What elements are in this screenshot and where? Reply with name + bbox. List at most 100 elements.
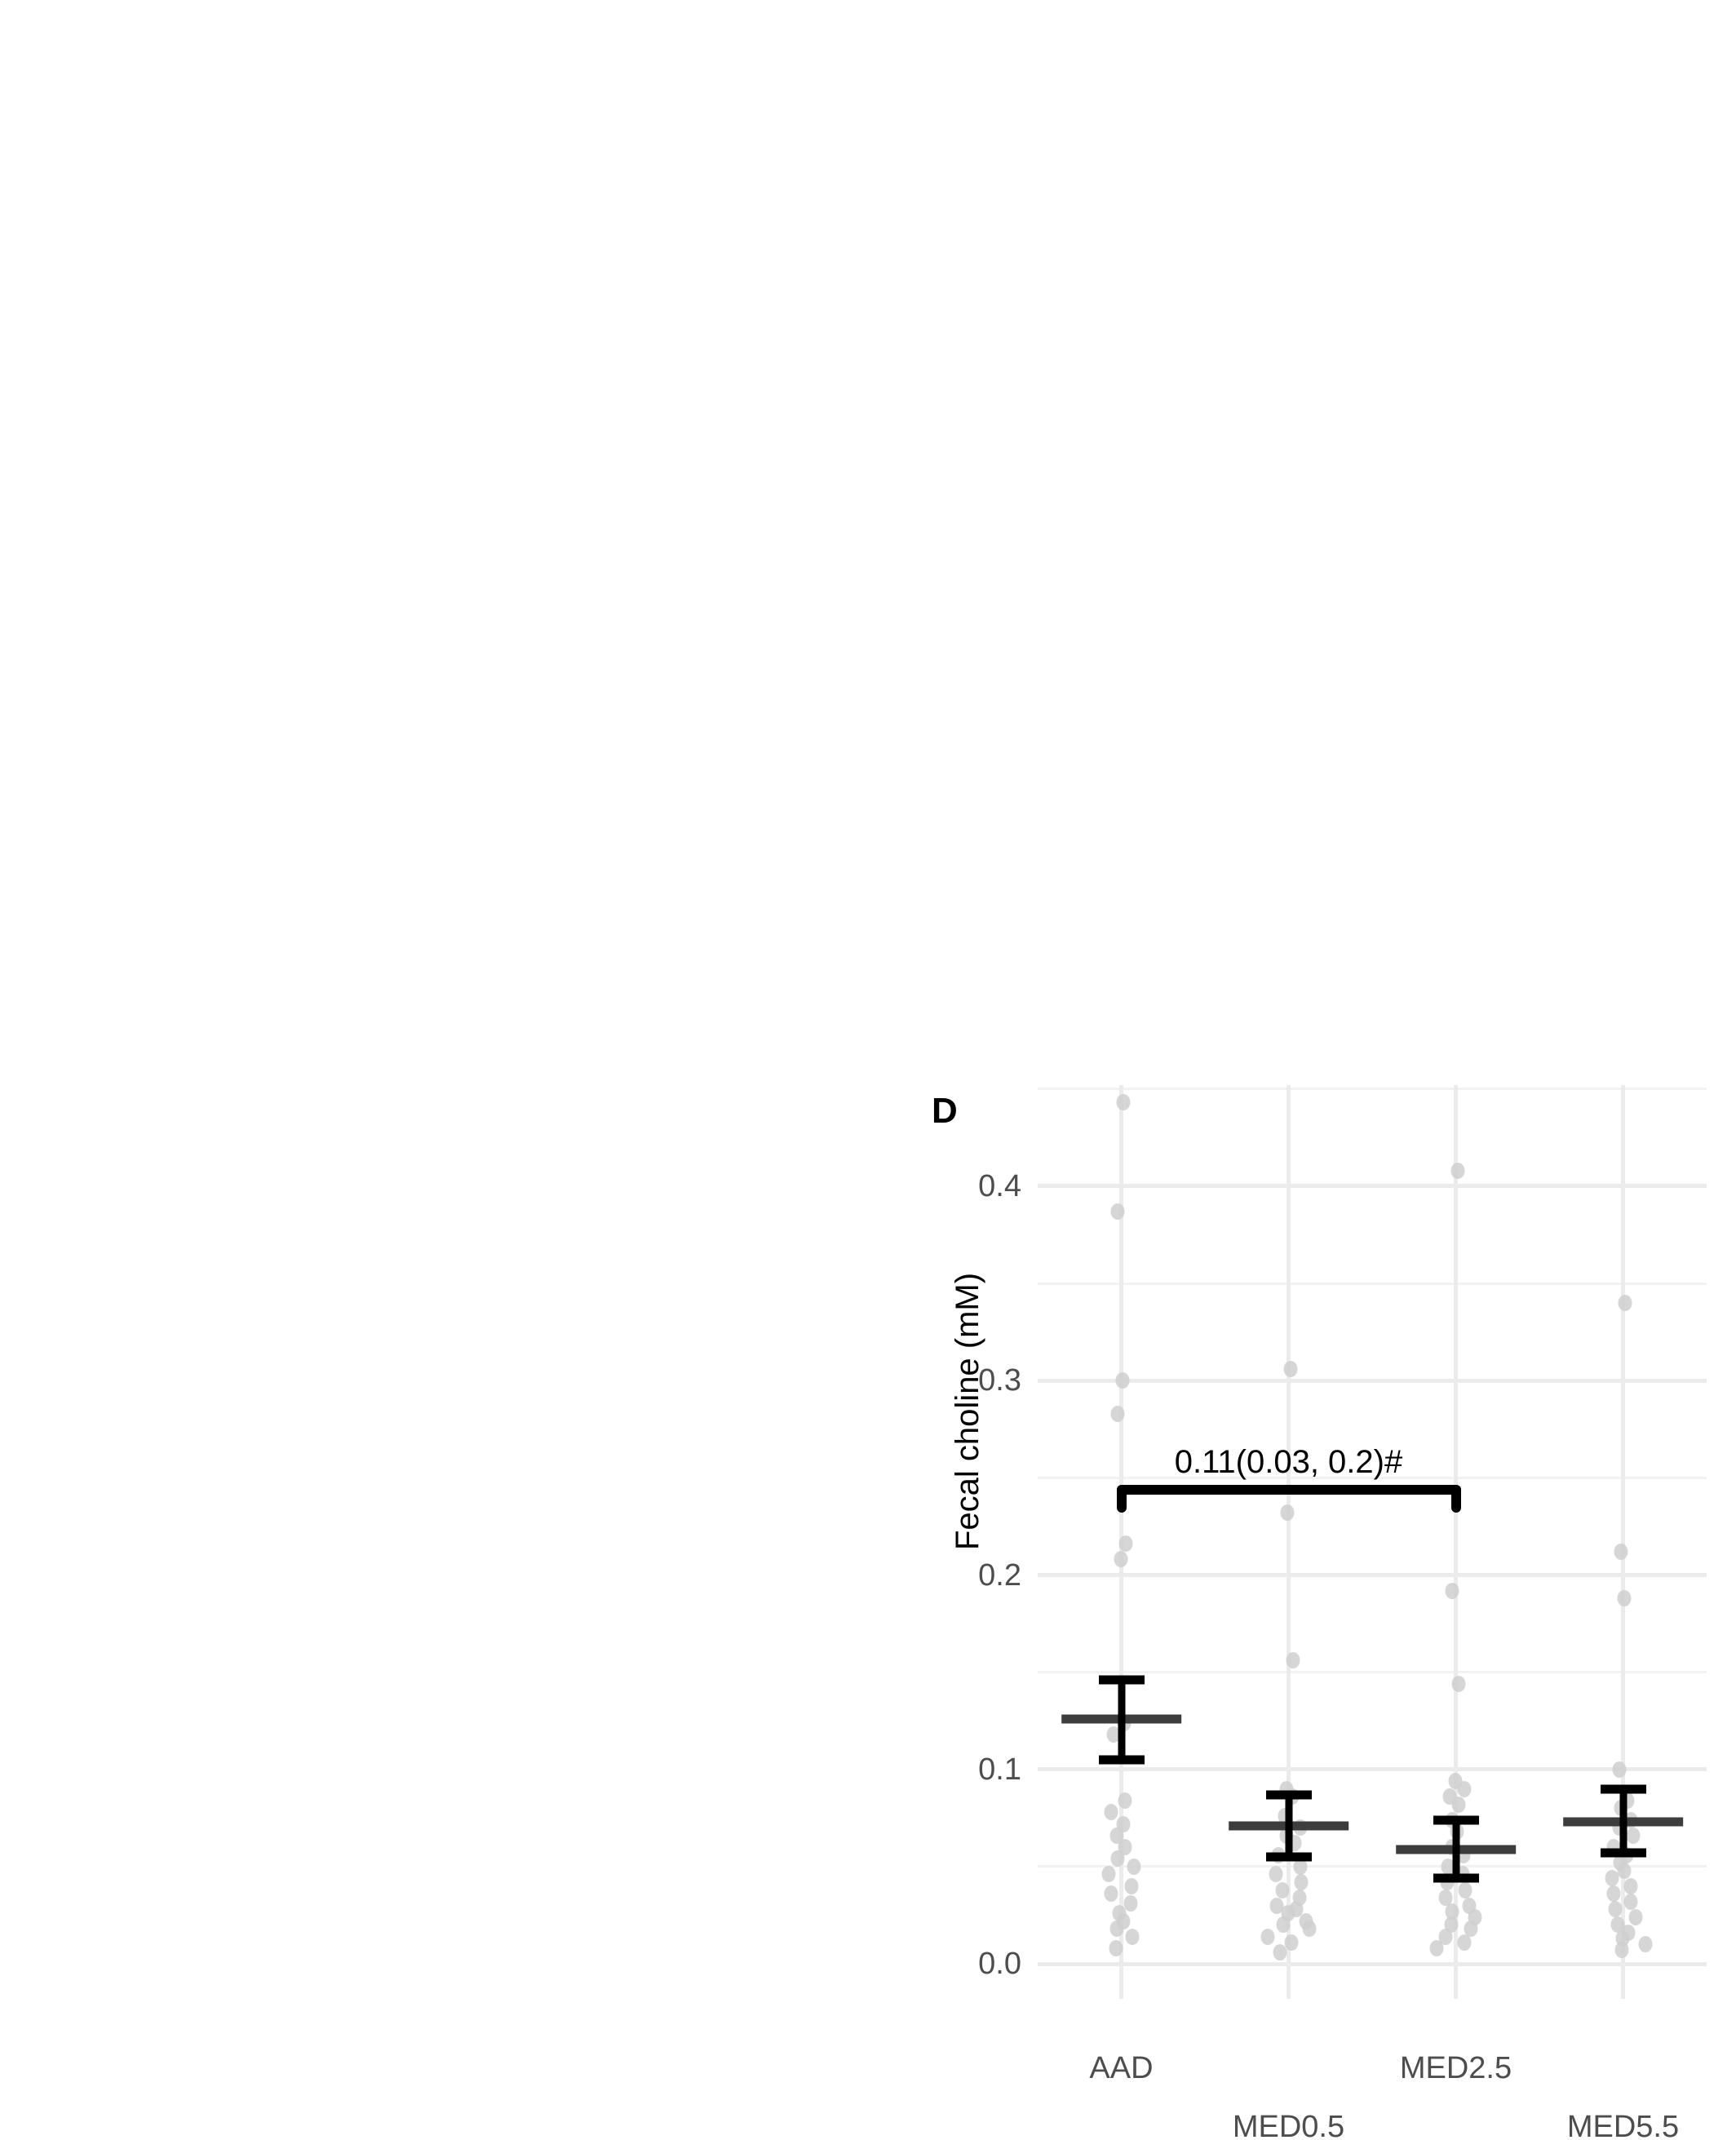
data-point [1282, 518, 1297, 535]
data-point [1613, 232, 1628, 249]
data-point [1282, 108, 1297, 125]
data-point [1453, 269, 1468, 286]
data-point [484, 1892, 498, 1909]
gridline-vertical [1621, 1085, 1625, 1999]
bracket-label: 2.04(1.18, 3.52)* [156, 193, 400, 229]
data-point [270, 466, 285, 483]
data-point [1429, 1940, 1444, 1957]
data-point [148, 1863, 163, 1881]
y-tick-label: 0 [82, 1939, 100, 1974]
error-bar-cap-upper [1433, 1815, 1479, 1825]
error-bar-cap-lower [255, 634, 301, 644]
error-bar-cap-upper [471, 538, 517, 547]
error-bar-line [166, 1701, 174, 1770]
data-point [153, 581, 168, 598]
y-tick-label: 0.1 [978, 1752, 1021, 1787]
bracket-top [165, 1413, 392, 1424]
error-bar-line [1619, 379, 1627, 426]
gridline-major [1038, 1961, 1707, 1966]
x-tick-label-aad: AAD [138, 950, 202, 984]
data-point [1438, 1928, 1452, 1945]
data-point [496, 1752, 511, 1769]
gridline-minor [116, 681, 548, 685]
plot-area-c: 1.88(1.19, 2.97)* 2.16(1.37, 3.39)* 1.76(1… [103, 1085, 548, 1999]
error-bar-cap-lower [1265, 1852, 1312, 1862]
data-point [1279, 652, 1294, 669]
data-point [1109, 1940, 1123, 1957]
data-point [1123, 338, 1137, 355]
data-point [390, 560, 405, 577]
data-point [1109, 1921, 1124, 1938]
data-point [1114, 615, 1129, 632]
data-point [1110, 1203, 1125, 1220]
bracket-top [1116, 1485, 1461, 1495]
data-point [1451, 1675, 1466, 1692]
data-point [374, 1742, 389, 1759]
data-point [478, 1930, 493, 1947]
gridline-major [1038, 778, 1707, 782]
data-point [1619, 444, 1634, 461]
gridline-major [116, 1486, 548, 1491]
error-bar-line [1619, 1788, 1627, 1854]
data-point [489, 626, 504, 643]
y-tick-label: 200 [47, 1470, 100, 1505]
data-point [1445, 1582, 1459, 1599]
data-point [172, 1836, 187, 1853]
error-bar-cap-lower [1098, 1755, 1145, 1765]
data-point [278, 546, 293, 563]
error-bar-line [490, 542, 498, 616]
x-tick-label-med0-5: MED0.5 [1232, 1008, 1345, 1043]
gridline-major [1038, 1767, 1707, 1772]
data-point [267, 1714, 281, 1731]
data-point [1614, 1942, 1629, 1959]
data-point [161, 618, 175, 636]
data-point [1110, 513, 1125, 530]
bracket-leg-right [381, 1413, 392, 1442]
data-point [478, 1854, 493, 1872]
bracket-label: 1.88(1.19, 2.97)* [102, 1225, 346, 1261]
data-point [475, 1742, 489, 1759]
error-bar-cap-lower [1265, 463, 1312, 472]
data-point [1109, 205, 1124, 222]
error-bar-cap-upper [1600, 1784, 1646, 1794]
data-point [477, 407, 492, 424]
y-axis-label-b: Plasma L-carnitine (µM) [950, 0, 985, 294]
error-bar-line [1285, 1794, 1292, 1858]
data-point [379, 730, 394, 747]
bracket-leg-right [1450, 175, 1461, 204]
data-point [494, 1733, 509, 1750]
error-bar-cap-upper [1098, 1675, 1145, 1685]
error-bar-cap-lower [471, 611, 517, 621]
error-bar-cap-upper [1265, 1790, 1312, 1800]
data-point [1286, 1652, 1300, 1669]
data-point [1273, 1943, 1287, 1961]
bracket-leg-right [272, 113, 283, 142]
data-point [378, 316, 392, 333]
gridline-minor [1038, 1476, 1707, 1479]
y-tick-label: 0 [82, 799, 100, 834]
data-point [148, 1906, 163, 1923]
data-point [1458, 1881, 1472, 1899]
data-point [1613, 463, 1628, 480]
data-point [1610, 1916, 1625, 1934]
y-axis-label-c: Urine TMAO (µM/mM Cr) [29, 1185, 65, 1550]
gridline-minor [1038, 1671, 1707, 1674]
data-point [1286, 615, 1300, 632]
data-point [1449, 560, 1463, 577]
plot-area-b: -1.43 µM(-2.74, -0.11)^ -1.39 µM(-2.71, -… [1038, 15, 1707, 863]
data-point [498, 493, 512, 510]
gridline-minor [116, 1604, 548, 1607]
gridline-major [116, 814, 548, 819]
error-bar-line [274, 577, 282, 639]
data-point [1124, 1877, 1139, 1894]
data-point [494, 1863, 508, 1881]
data-point [1278, 209, 1293, 226]
x-tick-label-med0-5: MED0.5 [1232, 2110, 1345, 2140]
data-point [268, 1679, 282, 1696]
data-point [1116, 574, 1131, 591]
gridline-minor [1038, 1088, 1707, 1091]
gridline-major [1038, 86, 1707, 91]
data-point [260, 654, 275, 671]
error-bar-cap-upper [1265, 410, 1312, 420]
